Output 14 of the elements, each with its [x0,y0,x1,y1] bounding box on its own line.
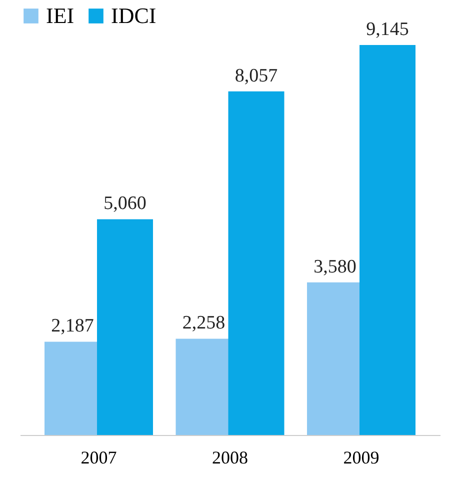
data-label: 5,060 [104,193,146,214]
x-tick-label: 2007 [80,448,117,468]
x-tick-label: 2009 [343,448,380,468]
x-tick-label: 2008 [212,448,248,468]
data-label: 9,145 [366,19,409,40]
data-label: 8,057 [234,65,278,86]
bar [97,219,153,435]
legend-label: IEI [46,3,74,28]
data-label: 3,580 [314,256,356,278]
legend-label: IDCI [111,3,156,28]
data-label: 2,187 [51,316,94,337]
bar [360,45,416,435]
bar [228,91,284,435]
data-label: 2,258 [182,312,226,334]
